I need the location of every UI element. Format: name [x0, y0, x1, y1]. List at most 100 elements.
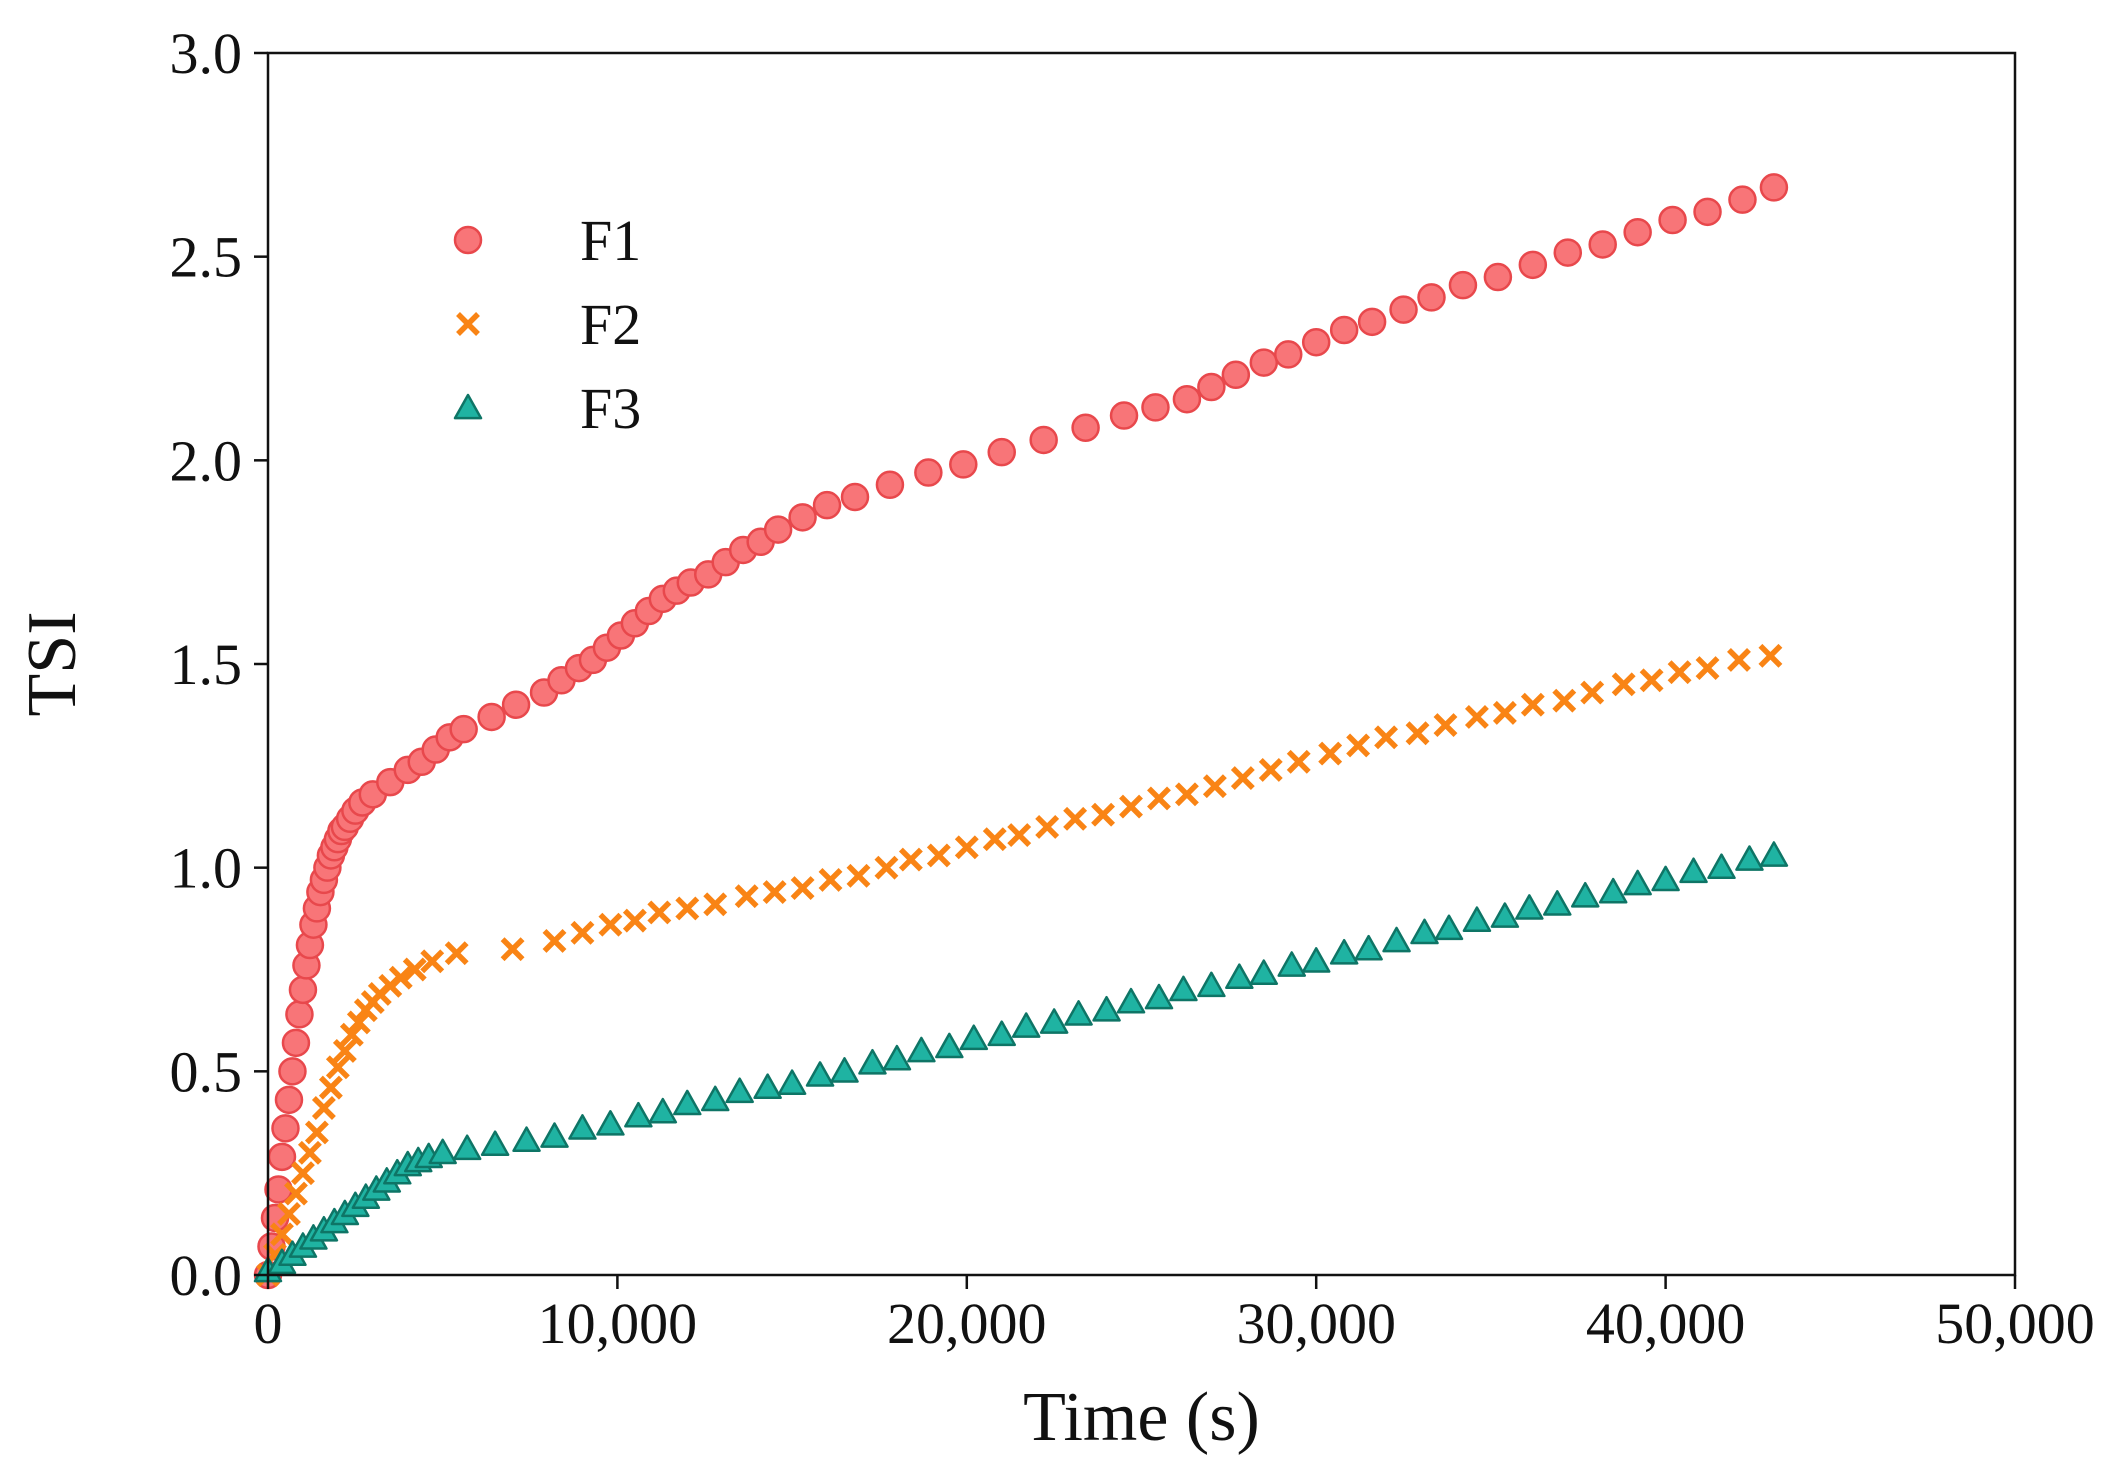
- f2-point: [1492, 700, 1517, 725]
- f3-point: [1064, 1000, 1093, 1026]
- f2-point: [1119, 794, 1143, 819]
- y-tick-label: 1.0: [170, 836, 243, 901]
- f3-point: [1570, 881, 1600, 908]
- f2-point: [1639, 668, 1664, 693]
- f2-point: [1695, 656, 1720, 681]
- f2-point: [1202, 774, 1227, 799]
- x-tick-label: 10,000: [538, 1291, 698, 1356]
- f3-point: [1735, 845, 1764, 871]
- f2-point: [284, 1181, 308, 1206]
- f1-point: [1417, 283, 1446, 312]
- y-axis-ticks: 0.0 0.5 1.0 1.5 2.0 2.5 3.0: [170, 21, 268, 1308]
- f2-point: [318, 1075, 343, 1100]
- f2-point: [1580, 680, 1605, 705]
- f1-point: [285, 1000, 314, 1029]
- f2-point: [1174, 782, 1199, 807]
- f1-point: [1693, 197, 1722, 227]
- f1-point: [840, 482, 870, 512]
- f1-point: [281, 1028, 311, 1058]
- legend: F1 F2 F3: [453, 208, 641, 441]
- f3-point: [540, 1122, 569, 1148]
- x-tick-label: 0: [254, 1291, 283, 1356]
- f1-point: [1029, 425, 1058, 455]
- legend-label-f2: F2: [580, 292, 641, 357]
- f2-point: [1727, 647, 1751, 672]
- legend-item-f2: F2: [456, 292, 641, 357]
- f1-point: [1759, 173, 1789, 202]
- f1-point: [763, 515, 793, 544]
- f3-point: [1759, 841, 1789, 867]
- f1-point: [1483, 262, 1513, 292]
- y-tick-label: 0.0: [170, 1243, 243, 1308]
- f1-point: [875, 470, 905, 500]
- y-tick-label: 2.5: [170, 225, 243, 290]
- f2-point: [297, 1140, 322, 1165]
- f1-point: [987, 437, 1016, 467]
- f3-point: [1490, 902, 1520, 928]
- f2-point: [420, 949, 445, 974]
- f3-point: [624, 1101, 653, 1128]
- f3-point: [1598, 877, 1628, 904]
- f2-point: [734, 884, 759, 909]
- f2-point: [1520, 692, 1545, 717]
- f2-point: [542, 929, 567, 953]
- f2-point: [874, 855, 899, 880]
- f1-point: [788, 503, 817, 532]
- f3-point: [805, 1061, 835, 1087]
- f3-point: [987, 1020, 1016, 1047]
- f3-point: [1277, 951, 1306, 977]
- f2-point: [1433, 713, 1458, 738]
- y-tick-label: 1.5: [170, 632, 243, 697]
- f3-point: [959, 1024, 989, 1051]
- x-tick-label: 50,000: [1935, 1291, 2095, 1356]
- f2-point: [1374, 725, 1399, 750]
- f2-point: [818, 867, 843, 892]
- f1-point: [1518, 250, 1548, 280]
- f3-point: [858, 1048, 887, 1075]
- f3-point: [1011, 1012, 1041, 1038]
- f2-point: [1035, 814, 1060, 839]
- f1-point: [274, 1085, 304, 1115]
- f2-point: [402, 957, 427, 982]
- f1-point: [1071, 413, 1100, 442]
- f3-point: [568, 1114, 597, 1140]
- legend-marker-f2: [456, 312, 480, 336]
- f2-point: [1611, 672, 1636, 697]
- f3-point: [1301, 947, 1331, 973]
- f2-point: [346, 1010, 371, 1035]
- f3-point: [596, 1110, 625, 1136]
- f1-point: [1623, 217, 1652, 247]
- f1-point: [1658, 205, 1687, 235]
- legend-label-f3: F3: [580, 376, 641, 441]
- f1-point: [1273, 340, 1303, 369]
- f1-point: [1588, 230, 1617, 259]
- f2-point: [622, 908, 647, 933]
- f2-point: [1147, 786, 1171, 811]
- f1-point: [1141, 393, 1170, 422]
- f2-point: [790, 876, 815, 900]
- f1-point: [449, 714, 478, 744]
- f3-point: [1651, 865, 1680, 892]
- y-axis-label: TSI: [14, 612, 91, 717]
- f2-point: [388, 965, 413, 990]
- f3-point: [1623, 869, 1652, 896]
- f3-point: [1543, 890, 1572, 916]
- f1-point: [278, 1057, 307, 1086]
- f2-point: [1258, 757, 1283, 782]
- f3-point: [480, 1130, 510, 1157]
- f2-point: [1007, 823, 1032, 848]
- f2-point: [570, 920, 595, 945]
- x-tick-label: 30,000: [1236, 1291, 1396, 1356]
- f3-point: [1169, 975, 1198, 1002]
- f2-point: [1667, 660, 1692, 685]
- f3-point: [428, 1138, 457, 1165]
- f3-point: [700, 1085, 730, 1112]
- f1-point: [1221, 360, 1251, 390]
- y-tick-label: 0.5: [170, 1039, 243, 1104]
- f3-point: [1410, 918, 1439, 945]
- legend-label-f1: F1: [580, 208, 641, 273]
- legend-item-f1: F1: [453, 208, 641, 273]
- f3-point: [673, 1089, 702, 1116]
- legend-item-f3: F3: [453, 376, 641, 441]
